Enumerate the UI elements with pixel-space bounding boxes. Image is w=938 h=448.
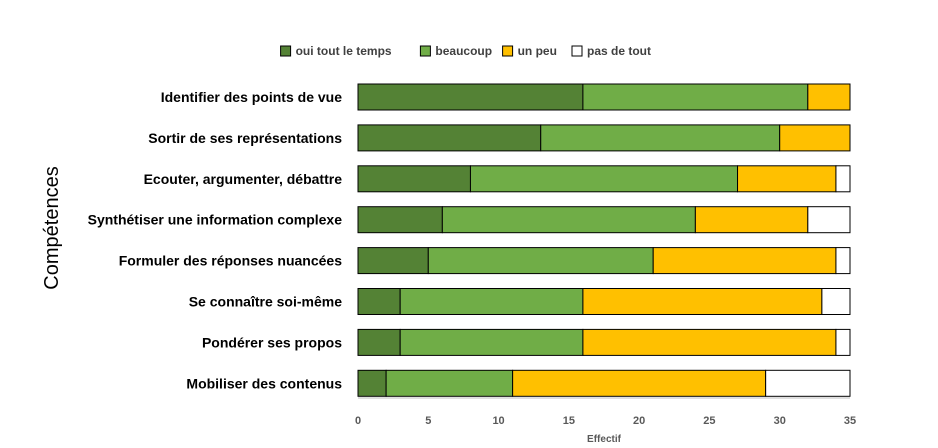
x-tick-label: 35 <box>844 415 856 427</box>
bar-segment <box>779 124 851 152</box>
bar-segment <box>357 328 401 356</box>
bar-segment <box>512 369 767 397</box>
x-axis-ticks: 0 5 10 15 20 25 30 35 <box>355 415 856 427</box>
bar-segment <box>807 83 851 111</box>
legend-swatch <box>502 45 514 57</box>
x-tick-label: 0 <box>355 415 361 427</box>
category-label: Se connaître soi-même <box>189 294 342 310</box>
bar-segment <box>469 165 739 193</box>
category-labels: Identifier des points de vue Sortir de se… <box>88 89 343 391</box>
legend: oui tout le temps beaucoup un peu pas de to… <box>280 44 651 58</box>
bar-segment <box>835 328 851 356</box>
x-tick-label: 20 <box>633 415 645 427</box>
category-label: Synthétiser une information complexe <box>88 212 343 228</box>
bar-segment <box>357 369 387 397</box>
bar-segment <box>807 206 851 234</box>
bar-segment <box>582 328 837 356</box>
x-axis-title: Effectif <box>587 434 622 445</box>
category-label: Ecouter, argumenter, débattre <box>144 171 343 187</box>
bar-segment <box>357 247 429 275</box>
bar-segment <box>427 247 654 275</box>
bar-segment <box>357 83 584 111</box>
bar-segment <box>441 206 696 234</box>
bar-segment <box>357 165 471 193</box>
bar-segment <box>540 124 781 152</box>
legend-label: oui tout le temps <box>296 44 392 58</box>
category-label: Mobiliser des contenus <box>186 375 342 391</box>
bar-segment <box>399 288 584 315</box>
x-tick-label: 15 <box>563 415 575 427</box>
legend-swatch <box>571 45 583 57</box>
bar-segment <box>835 165 851 193</box>
legend-swatch <box>280 45 292 57</box>
x-tick-label: 30 <box>774 415 786 427</box>
legend-label: pas de tout <box>587 44 651 58</box>
x-tick-label: 25 <box>703 415 715 427</box>
bar-segment <box>652 247 837 275</box>
x-tick-label: 5 <box>425 415 431 427</box>
category-label: Pondérer ses propos <box>202 334 342 350</box>
bar-segment <box>582 83 809 111</box>
bar-segment <box>357 124 542 152</box>
legend-label: beaucoup <box>435 44 492 58</box>
bar-segment <box>821 288 851 315</box>
bar-segment <box>357 206 443 234</box>
x-tick-label: 10 <box>492 415 504 427</box>
legend-label: un peu <box>518 44 557 58</box>
bars <box>357 83 851 397</box>
bar-segment <box>835 247 851 275</box>
bar-segment <box>399 328 584 356</box>
bar-segment <box>357 288 401 315</box>
bar-segment <box>765 369 851 397</box>
category-label: Formuler des réponses nuancées <box>119 253 343 269</box>
category-label: Identifier des points de vue <box>161 89 342 105</box>
bar-segment <box>694 206 809 234</box>
bar-segment <box>385 369 514 397</box>
bar-segment <box>582 288 823 315</box>
legend-swatch <box>419 45 431 57</box>
y-axis-title: Compétences <box>41 166 63 289</box>
bar-segment <box>737 165 837 193</box>
category-label: Sortir de ses représentations <box>148 130 342 146</box>
